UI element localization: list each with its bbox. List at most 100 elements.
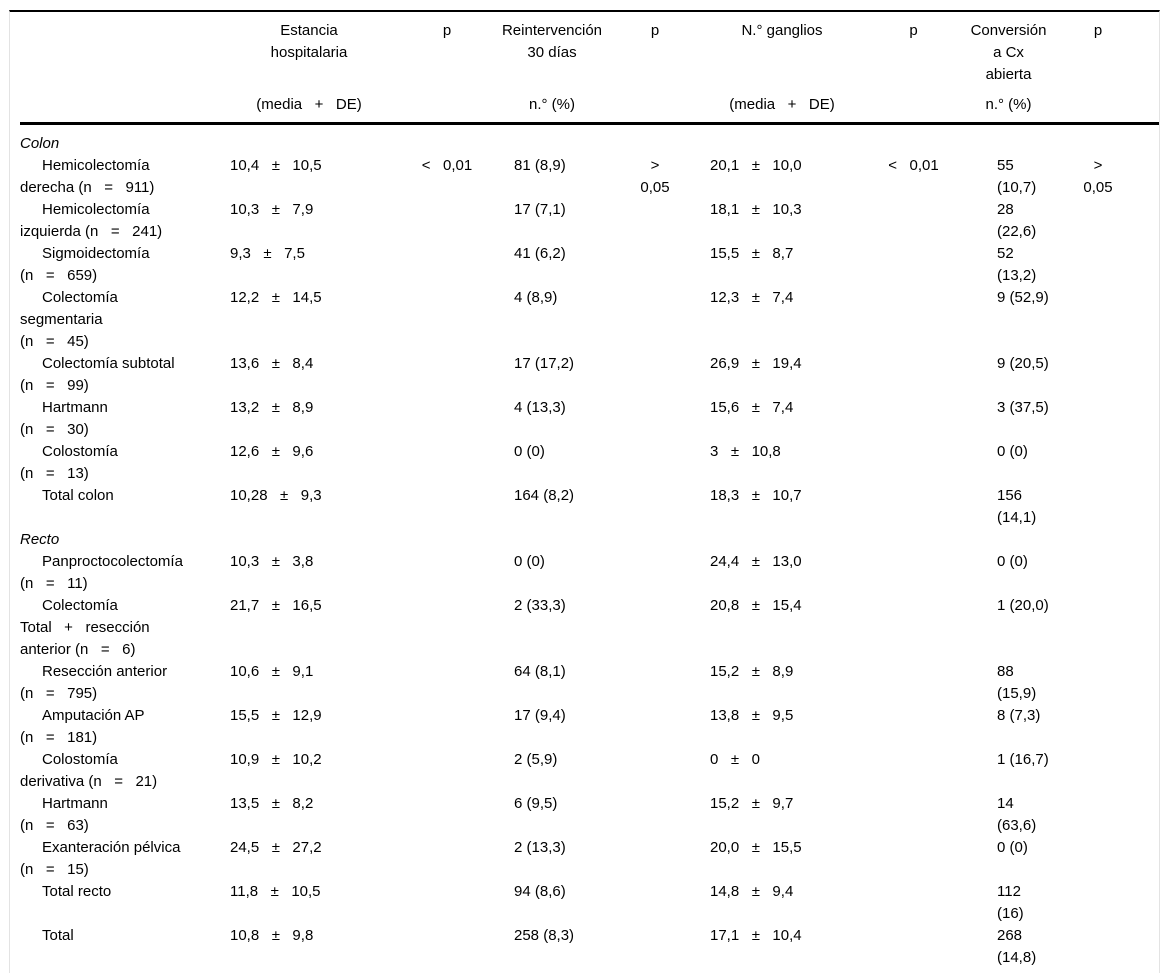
cell-p-conversion [1056,551,1140,595]
table-row: Hartmann (n = 63) 13,5 ± 8,2 6 (9,5) 15,… [20,793,1159,837]
header-p-ganglios: p [909,22,918,39]
cell-p-conversion [1056,199,1140,243]
table-row: Hemicolectomía izquierda (n = 241) 10,3 … [20,199,1159,243]
cell-ganglios: 12,3 ± 7,4 [710,289,794,306]
subheader-label-spacer [20,94,216,116]
cell-p-ganglios [866,749,961,793]
row-label: Exanteración pélvica (n = 15) [20,839,181,878]
cell-ganglios: 14,8 ± 9,4 [710,883,794,900]
cell-conversion: 1 (20,0) [997,597,1049,614]
cell-p-conversion [1056,353,1140,397]
cell-conversion: 0 (0) [997,839,1028,856]
cell-conversion: 8 (7,3) [997,707,1041,724]
row-label: Colectomía subtotal (n = 99) [20,355,175,394]
cell-estancia: 9,3 ± 7,5 [230,245,305,262]
row-label: Hartmann (n = 63) [20,795,108,834]
cell-p-reintervencion [612,881,698,925]
row-label: Panproctocolectomía (n = 11) [20,553,183,592]
cell-estancia: 15,5 ± 12,9 [230,707,322,724]
cell-p-conversion [1056,925,1140,969]
cell-reintervencion: 258 (8,3) [514,927,575,944]
cell-p-ganglios [866,925,961,969]
cell-p-ganglios [866,485,961,529]
table-header: Estancia hospitalaria p Reintervención 3… [20,12,1159,125]
cell-p-reintervencion [612,705,698,749]
cell-conversion: 0 (0) [997,443,1028,460]
table-row: Resección anterior (n = 795) 10,6 ± 9,1 … [20,661,1159,705]
cell-p-conversion [1056,441,1140,485]
section-header-row: Recto [20,529,1159,551]
row-label: Total [42,927,74,944]
subheader-estancia: (media + DE) [256,96,362,113]
cell-conversion: 3 (37,5) [997,399,1049,416]
cell-reintervencion: 0 (0) [514,443,545,460]
cell-reintervencion: 2 (33,3) [514,597,566,614]
cell-conversion: 156 (14,1) [997,487,1037,526]
cell-estancia: 10,8 ± 9,8 [230,927,314,944]
table-row: Sigmoidectomía (n = 659) 9,3 ± 7,5 41 (6… [20,243,1159,287]
cell-p-reintervencion [612,925,698,969]
cell-reintervencion: 2 (13,3) [514,839,566,856]
cell-ganglios: 20,1 ± 10,0 [710,157,802,174]
subheader-reintervencion: n.° (%) [528,96,575,113]
cell-ganglios: 15,6 ± 7,4 [710,399,794,416]
subheader-spacer [612,94,698,116]
cell-p-estancia [402,705,492,749]
row-label: Hartmann (n = 30) [20,399,108,438]
cell-p-estancia [402,749,492,793]
cell-p-estancia [402,243,492,287]
cell-p-estancia [402,881,492,925]
subheader-spacer [1056,94,1140,116]
cell-p-ganglios [866,397,961,441]
cell-p-reintervencion [612,243,698,287]
cell-p-ganglios [866,881,961,925]
cell-p-estancia [402,925,492,969]
cell-reintervencion: 4 (13,3) [514,399,566,416]
cell-p-ganglios [866,441,961,485]
cell-estancia: 10,4 ± 10,5 [230,157,322,174]
cell-ganglios: 0 ± 0 [710,751,760,768]
table-row: Colectomía subtotal (n = 99) 13,6 ± 8,4 … [20,353,1159,397]
cell-estancia: 13,2 ± 8,9 [230,399,314,416]
cell-p-estancia [402,837,492,881]
cell-p-reintervencion [612,749,698,793]
cell-p-conversion [1056,837,1140,881]
header-reintervencion: Reintervención 30 días [501,22,603,61]
cell-p-ganglios [866,243,961,287]
cell-estancia: 11,8 ± 10,5 [230,883,321,900]
cell-reintervencion: 81 (8,9) [514,157,566,174]
table-row: Hartmann (n = 30) 13,2 ± 8,9 4 (13,3) 15… [20,397,1159,441]
cell-conversion: 14 (63,6) [997,795,1037,834]
cell-p-estancia [402,595,492,661]
subheader-conversion: n.° (%) [985,96,1032,113]
table-row: Total colon 10,28 ± 9,3 164 (8,2) 18,3 ±… [20,485,1159,529]
cell-p-reintervencion [612,199,698,243]
table-row: Exanteración pélvica (n = 15) 24,5 ± 27,… [20,837,1159,881]
cell-reintervencion: 2 (5,9) [514,751,558,768]
cell-p-reintervencion [612,397,698,441]
subheader-ganglios: (media + DE) [729,96,835,113]
cell-reintervencion: 17 (7,1) [514,201,566,218]
header-label-spacer [20,20,216,86]
outcomes-table: Estancia hospitalaria p Reintervención 3… [9,10,1160,973]
cell-ganglios: 17,1 ± 10,4 [710,927,802,944]
cell-p-ganglios [866,661,961,705]
cell-p-conversion [1056,485,1140,529]
section-name: Colon [20,135,60,152]
cell-p-estancia [402,661,492,705]
cell-p-estancia [402,441,492,485]
section-name: Recto [20,531,60,548]
table-row: Colectomía Total + resección anterior (n… [20,595,1159,661]
cell-reintervencion: 6 (9,5) [514,795,558,812]
cell-p-reintervencion [612,661,698,705]
cell-p-conversion [1056,661,1140,705]
cell-p-estancia [402,485,492,529]
cell-p-estancia [402,199,492,243]
cell-ganglios: 20,0 ± 15,5 [710,839,802,856]
cell-p-reintervencion [612,353,698,397]
cell-conversion: 28 (22,6) [997,201,1037,240]
cell-p-reintervencion [612,287,698,353]
cell-p-estancia [402,551,492,595]
cell-p-estancia [402,397,492,441]
